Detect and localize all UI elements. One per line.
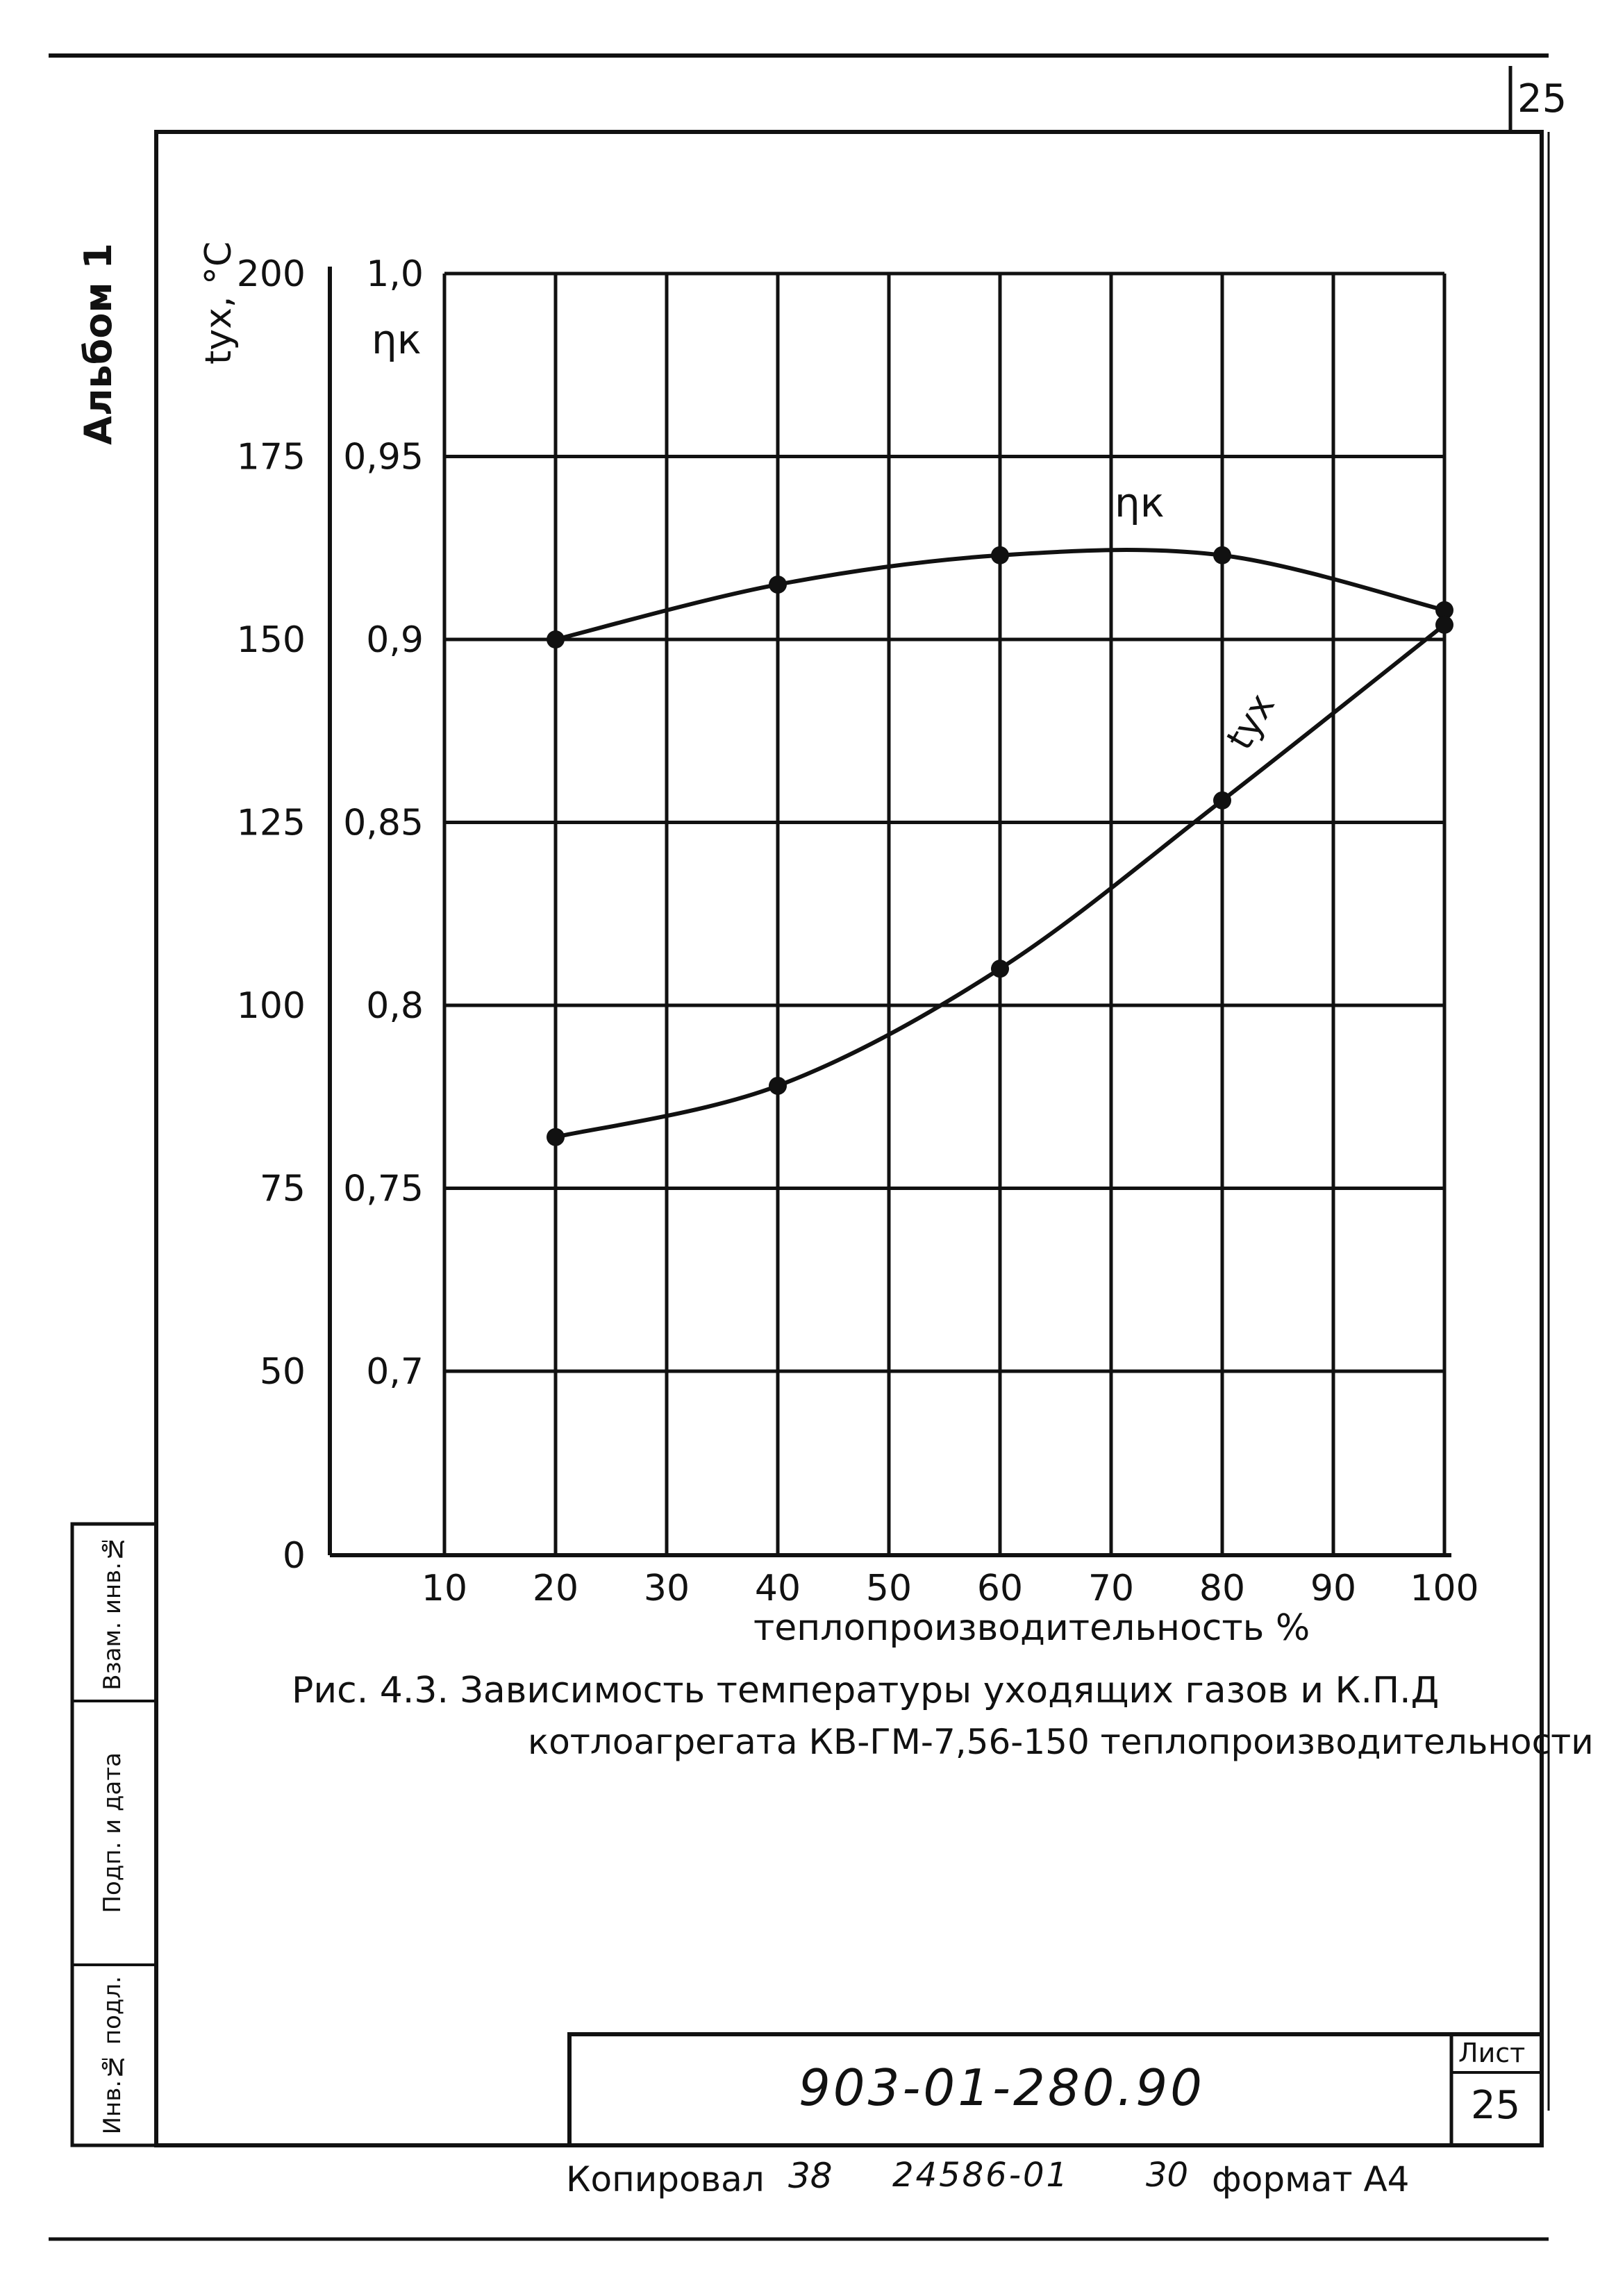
y-right-tick-label-5: 0,95: [343, 437, 424, 478]
series-1-point-3: [1213, 791, 1231, 810]
y-left-tick-label-1: 50: [260, 1351, 306, 1393]
series-0-point-4: [1435, 601, 1453, 619]
x-tick-label-3: 40: [755, 1568, 801, 1609]
x-tick-label-8: 90: [1310, 1568, 1356, 1609]
y-left-tick-labels: 0 50 75 100 125 150 175 200: [237, 253, 306, 1577]
sheet-number: 25: [1471, 2083, 1521, 2128]
y-right-tick-label-1: 0,75: [343, 1168, 424, 1210]
series-1-point-4: [1435, 615, 1453, 634]
y-right-tick-label-6: 1,0: [366, 253, 424, 295]
y-left-tick-label-6: 175: [237, 437, 306, 478]
x-tick-label-2: 30: [644, 1568, 690, 1609]
series-1-point-0: [547, 1128, 565, 1146]
sheet-label: Лист: [1458, 2038, 1526, 2068]
x-axis-label: теплопроизводительность %: [753, 1607, 1310, 1649]
y-left-tick-label-7: 200: [237, 253, 306, 295]
y-left-tick-label-4: 125: [237, 803, 306, 844]
document-number: 903-01-280.90: [799, 2059, 1205, 2117]
x-tick-label-0: 10: [422, 1568, 467, 1609]
series-0-point-2: [991, 546, 1009, 564]
footer-copied: Копировал: [566, 2159, 765, 2199]
y-right-axis-label: ηк: [372, 316, 422, 363]
y-left-tick-label-2: 75: [260, 1168, 306, 1210]
series-1-point-1: [769, 1076, 787, 1095]
chart-series: [547, 546, 1453, 1146]
series-0-point-0: [547, 630, 565, 648]
caption-line-1: Рис. 4.3. Зависимость температуры уходящ…: [292, 1670, 1440, 1711]
series-0-point-3: [1213, 546, 1231, 564]
footer-number: 30: [1146, 2156, 1189, 2195]
y-left-tick-label-0: 0: [283, 1535, 306, 1577]
y-left-axis-label: tух, °С: [198, 241, 240, 364]
x-tick-label-4: 50: [866, 1568, 912, 1609]
footer-format: формат А4: [1212, 2159, 1410, 2199]
caption-line-2: котлоагрегата КВ-ГМ-7,56-150 теплопроизв…: [528, 1722, 1594, 1762]
x-tick-label-5: 60: [977, 1568, 1023, 1609]
corner-sheet-number: 25: [1517, 76, 1567, 121]
footer-order: 24586-01: [892, 2156, 1070, 2195]
x-tick-labels: 10 20 30 40 50 60 70 80 90 100: [422, 1568, 1479, 1609]
y-right-tick-label-0: 0,7: [366, 1351, 424, 1393]
y-right-tick-label-2: 0,8: [366, 985, 424, 1027]
y-left-tick-label-5: 150: [237, 619, 306, 661]
series-0-point-1: [769, 575, 787, 594]
y-right-tick-label-4: 0,9: [366, 619, 424, 661]
y-right-tick-label-3: 0,85: [343, 803, 424, 844]
y-right-tick-labels: 0,7 0,75 0,8 0,85 0,9 0,95 1,0: [343, 253, 424, 1393]
chart-grid: [442, 271, 1447, 1555]
x-tick-label-7: 80: [1199, 1568, 1245, 1609]
y-left-tick-label-3: 100: [237, 985, 306, 1027]
x-tick-label-1: 20: [533, 1568, 578, 1609]
series-1-point-2: [991, 960, 1009, 978]
x-tick-label-9: 100: [1410, 1568, 1478, 1609]
x-tick-label-6: 70: [1088, 1568, 1134, 1609]
chart-axes: [328, 267, 1451, 1557]
footer-copied-sign: 38: [788, 2156, 833, 2196]
series-label-eta: ηк: [1115, 479, 1165, 526]
